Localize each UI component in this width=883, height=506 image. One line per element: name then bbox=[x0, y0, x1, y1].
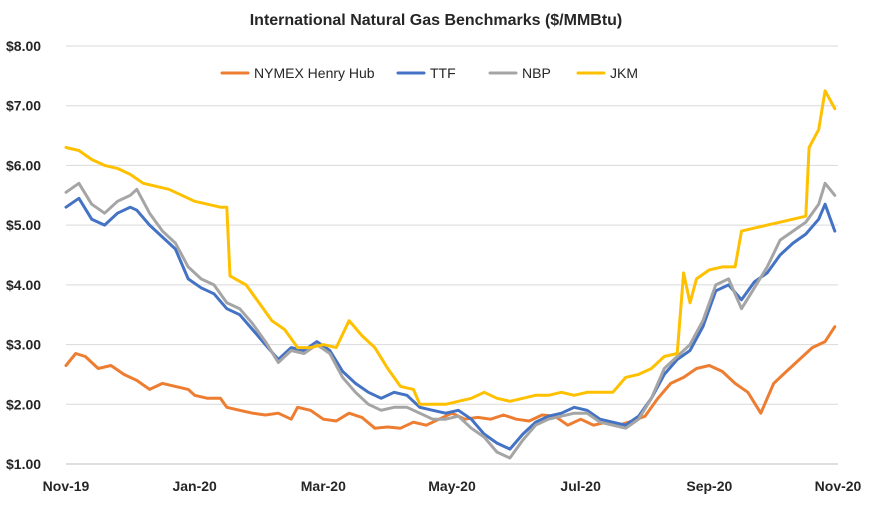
y-tick-label: $3.00 bbox=[6, 337, 41, 353]
legend-label: JKM bbox=[610, 65, 638, 81]
series-line-ttf bbox=[64, 196, 837, 451]
legend-label: NYMEX Henry Hub bbox=[254, 65, 375, 81]
chart-title: International Natural Gas Benchmarks ($/… bbox=[250, 12, 623, 29]
x-tick-label: Nov-19 bbox=[43, 478, 90, 494]
y-tick-label: $8.00 bbox=[6, 38, 41, 54]
y-tick-label: $1.00 bbox=[6, 456, 41, 472]
x-tick-label: Jul-20 bbox=[560, 478, 601, 494]
x-tick-label: Sep-20 bbox=[686, 478, 732, 494]
y-tick-label: $7.00 bbox=[6, 98, 41, 114]
y-axis-tick-labels: $1.00 $2.00 $3.00 $4.00 $5.00 $6.00 $7.00 $8.00 bbox=[6, 38, 41, 472]
legend-label: TTF bbox=[430, 65, 456, 81]
x-tick-label: May-20 bbox=[428, 478, 476, 494]
y-tick-label: $6.00 bbox=[6, 157, 41, 173]
y-tick-label: $5.00 bbox=[6, 217, 41, 233]
series-lines bbox=[64, 89, 837, 460]
series-line-nbp bbox=[64, 181, 837, 460]
x-axis-tick-labels: Nov-19 Jan-20 Mar-20 May-20 Jul-20 Sep-20 Nov-… bbox=[43, 478, 862, 494]
x-tick-label: Mar-20 bbox=[301, 478, 346, 494]
y-tick-label: $2.00 bbox=[6, 396, 41, 412]
x-tick-label: Nov-20 bbox=[815, 478, 862, 494]
y-tick-label: $4.00 bbox=[6, 277, 41, 293]
legend-label: NBP bbox=[522, 65, 551, 81]
series-line-jkm bbox=[64, 89, 837, 406]
x-tick-label: Jan-20 bbox=[172, 478, 217, 494]
legend: NYMEX Henry Hub TTF NBP JKM bbox=[220, 65, 638, 81]
